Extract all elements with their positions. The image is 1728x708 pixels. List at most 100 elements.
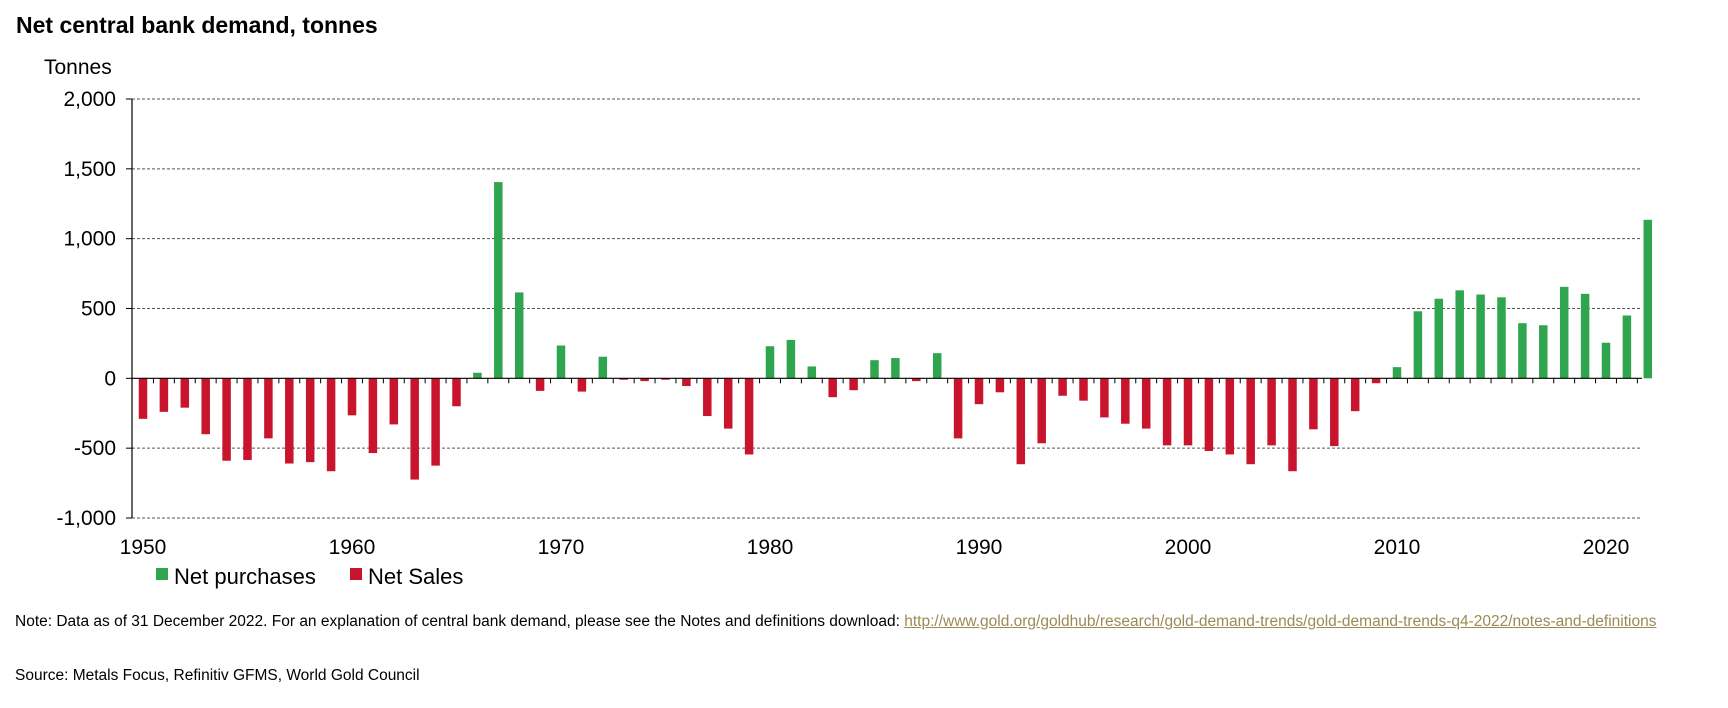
bar-2011 xyxy=(1413,311,1423,379)
bar-1960 xyxy=(347,378,357,416)
bar-2008 xyxy=(1350,378,1360,412)
bar-1985 xyxy=(870,360,879,379)
x-tick-label: 2020 xyxy=(1583,536,1630,559)
bar-1995 xyxy=(1079,378,1088,401)
bar-1981 xyxy=(786,339,796,379)
legend-swatch xyxy=(156,568,168,580)
bar-1984 xyxy=(849,378,858,391)
x-tick-labels: 1950 1960 1970 1980 1990 2000 2010 2020 xyxy=(120,536,1630,559)
bar-2015 xyxy=(1497,297,1506,379)
bar-1988 xyxy=(932,353,942,379)
y-tick-label: 2,000 xyxy=(63,88,116,111)
bar-1976 xyxy=(682,378,691,387)
bar-1952 xyxy=(180,378,190,408)
bar-1997 xyxy=(1121,378,1130,424)
bar-1973 xyxy=(619,378,628,380)
bar-2004 xyxy=(1267,378,1276,446)
bar-1964 xyxy=(431,378,440,466)
bar-1963 xyxy=(410,378,419,480)
bar-1972 xyxy=(598,356,608,379)
bar-1986 xyxy=(891,358,900,379)
bar-1991 xyxy=(995,378,1005,393)
bar-1951 xyxy=(159,378,169,412)
bar-2021 xyxy=(1622,315,1632,379)
chart-title: Net central bank demand, tonnes xyxy=(16,12,378,38)
bar-1975 xyxy=(661,378,670,380)
axes xyxy=(131,99,1642,518)
bar-2022 xyxy=(1643,219,1653,379)
x-tick-label: 1950 xyxy=(120,536,167,559)
bar-2014 xyxy=(1476,294,1485,379)
y-tick-label: 1,500 xyxy=(63,158,116,181)
bar-1968 xyxy=(514,292,524,379)
legend-label: Net purchases xyxy=(174,564,316,589)
bar-1980 xyxy=(765,346,775,379)
bar-1956 xyxy=(264,378,273,439)
x-tick-label: 2010 xyxy=(1374,536,1421,559)
bar-1992 xyxy=(1016,378,1026,465)
bar-2002 xyxy=(1225,378,1235,455)
bar-2016 xyxy=(1518,323,1527,379)
bar-1962 xyxy=(389,378,399,425)
legend-label: Net Sales xyxy=(368,564,463,589)
bar-1966 xyxy=(473,372,482,379)
bar-2010 xyxy=(1392,367,1402,379)
bar-1982 xyxy=(807,366,817,379)
bar-1954 xyxy=(222,378,231,461)
bars xyxy=(138,182,1653,480)
y-tick-label: -1,000 xyxy=(56,507,116,530)
x-tick-label: 1960 xyxy=(329,536,376,559)
bar-2000 xyxy=(1183,378,1193,446)
bar-1965 xyxy=(452,378,461,407)
bar-1978 xyxy=(723,378,733,429)
bar-1953 xyxy=(201,378,210,435)
gridlines xyxy=(132,98,1642,519)
bar-2017 xyxy=(1539,325,1548,379)
note-link[interactable]: http://www.gold.org/goldhub/research/gol… xyxy=(904,613,1657,630)
bar-2018 xyxy=(1559,286,1569,379)
bar-1983 xyxy=(828,378,837,398)
x-tick-label: 1980 xyxy=(747,536,794,559)
bar-1967 xyxy=(494,182,503,379)
y-tick-label: 500 xyxy=(81,298,116,321)
bar-1994 xyxy=(1058,378,1067,396)
bar-2020 xyxy=(1601,342,1611,379)
bar-1958 xyxy=(305,378,315,463)
x-tick-label: 2000 xyxy=(1165,536,1212,559)
bar-2005 xyxy=(1288,378,1297,472)
bar-2013 xyxy=(1455,290,1464,379)
bar-1987 xyxy=(912,378,921,382)
bar-1971 xyxy=(577,378,587,392)
bar-1970 xyxy=(556,345,566,379)
bar-1969 xyxy=(535,378,545,391)
x-tick-label: 1970 xyxy=(538,536,585,559)
bar-2009 xyxy=(1371,378,1381,384)
bar-1990 xyxy=(974,378,984,405)
bar-2001 xyxy=(1204,378,1214,451)
bar-chart: Tonnes 2,000 1,500 1,000 500 0 -500 -1,000 195… xyxy=(44,56,1653,589)
bar-1993 xyxy=(1037,378,1046,444)
y-tick-label: 0 xyxy=(104,367,116,390)
bar-1957 xyxy=(285,378,294,464)
bar-1961 xyxy=(368,378,378,454)
bar-1989 xyxy=(953,378,963,439)
bar-2003 xyxy=(1246,378,1255,465)
x-tick-label: 1990 xyxy=(956,536,1003,559)
bar-1998 xyxy=(1141,378,1151,429)
bar-1979 xyxy=(744,378,754,455)
bar-1959 xyxy=(326,378,336,472)
bar-1999 xyxy=(1162,378,1172,446)
bar-1977 xyxy=(703,378,712,417)
y-axis-title: Tonnes xyxy=(44,56,112,79)
bar-2019 xyxy=(1580,293,1590,379)
note: Note: Data as of 31 December 2022. For a… xyxy=(15,613,1715,631)
bar-2012 xyxy=(1434,298,1444,379)
y-tick-label: -500 xyxy=(74,437,116,460)
bar-1950 xyxy=(138,378,148,419)
legend: Net purchases Net Sales xyxy=(156,564,463,589)
y-tick-labels: 2,000 1,500 1,000 500 0 -500 -1,000 xyxy=(56,88,132,530)
bar-2006 xyxy=(1309,378,1318,430)
legend-swatch xyxy=(350,568,362,580)
source: Source: Metals Focus, Refinitiv GFMS, Wo… xyxy=(15,667,420,684)
note-text: Note: Data as of 31 December 2022. For a… xyxy=(15,613,905,630)
